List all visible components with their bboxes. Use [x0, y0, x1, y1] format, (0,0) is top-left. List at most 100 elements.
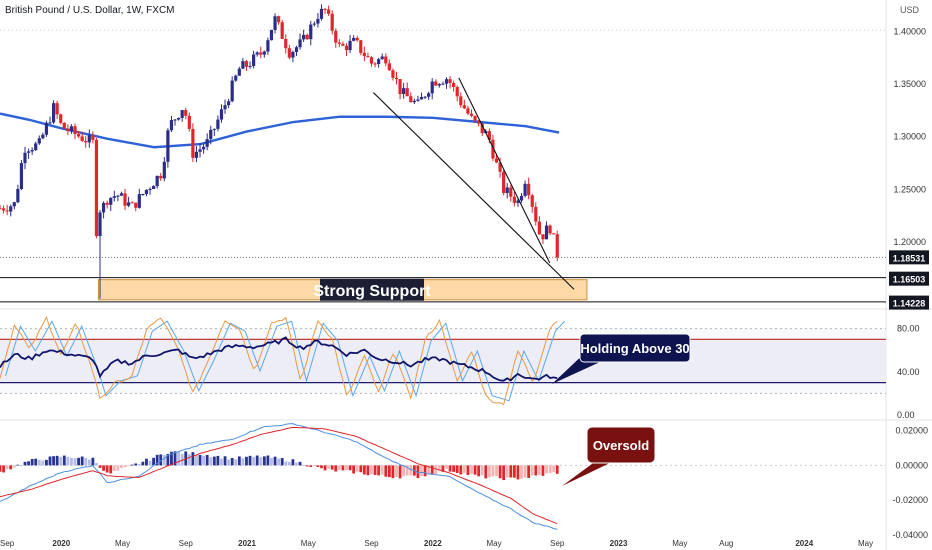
- histogram-bar: [127, 465, 130, 467]
- candle-body: [291, 51, 295, 58]
- histogram-bar: [191, 452, 195, 466]
- candle-body: [66, 128, 70, 132]
- histogram-bar: [473, 465, 477, 475]
- candle-body: [519, 195, 524, 201]
- histogram-bar: [84, 457, 88, 466]
- candle-body: [437, 84, 441, 86]
- histogram-bar: [198, 455, 202, 466]
- histogram-bar: [152, 457, 155, 466]
- histogram-bar: [548, 465, 552, 474]
- histogram-bar: [230, 458, 234, 466]
- histogram-bar: [366, 465, 370, 476]
- histogram-bar: [448, 465, 452, 472]
- candle-body: [9, 206, 13, 212]
- candle-body: [380, 56, 384, 60]
- macd-axis-tick: -0.04000: [892, 530, 928, 540]
- macd-axis-tick: 0.02000: [895, 426, 928, 436]
- histogram-bar: [259, 457, 263, 466]
- histogram-bar: [470, 465, 473, 474]
- histogram-bar: [34, 458, 38, 466]
- price-axis-tick: 1.30000: [893, 132, 926, 142]
- candle-body: [469, 113, 474, 116]
- histogram-bar: [316, 465, 320, 467]
- histogram-bar: [334, 465, 338, 472]
- candle-body: [302, 34, 306, 40]
- candle-body: [287, 48, 291, 58]
- candle-body: [48, 122, 52, 124]
- candle-body: [0, 208, 2, 210]
- candle-body: [298, 39, 302, 48]
- candle-body: [159, 175, 163, 179]
- candle-body: [305, 34, 309, 40]
- time-axis-tick: Sep: [364, 539, 379, 548]
- histogram-bar: [312, 465, 316, 467]
- candle-body: [462, 105, 466, 109]
- osc-axis-tick: 80.00: [897, 324, 920, 334]
- candle-body: [537, 221, 541, 235]
- candle-body: [337, 42, 341, 44]
- candle-body: [330, 13, 334, 31]
- candle-body: [362, 52, 366, 57]
- time-axis-tick: 2023: [610, 539, 628, 548]
- macd-line: [0, 423, 558, 530]
- candle-body: [112, 196, 116, 198]
- candle-body: [144, 189, 149, 195]
- candle-body: [248, 66, 252, 68]
- price-label: 1.18531: [893, 253, 926, 263]
- histogram-bar: [98, 465, 102, 468]
- candle-body: [373, 63, 377, 65]
- time-axis-tick: May: [858, 539, 873, 548]
- candle-body: [509, 187, 513, 197]
- histogram-bar: [223, 456, 227, 466]
- candle-body: [444, 79, 449, 84]
- histogram-bar: [66, 456, 70, 466]
- histogram-bar: [441, 465, 445, 472]
- candle-body: [541, 234, 545, 240]
- candle-body: [255, 52, 259, 55]
- candle-body: [216, 119, 220, 129]
- histogram-bar: [530, 465, 534, 476]
- candle-body: [555, 234, 559, 258]
- histogram-bar: [70, 458, 73, 466]
- histogram-bar: [187, 454, 191, 466]
- symbol-title: British Pound / U.S. Dollar, 1W, FXCM: [5, 5, 175, 16]
- histogram-bar: [45, 459, 48, 466]
- candle-body: [223, 105, 227, 110]
- histogram-bar: [434, 465, 438, 475]
- histogram-bar: [116, 465, 120, 471]
- candle-body: [130, 202, 134, 204]
- histogram-bar: [455, 465, 459, 473]
- histogram-bar: [395, 465, 398, 477]
- histogram-bar: [184, 451, 188, 466]
- macd-histogram: [0, 451, 559, 481]
- histogram-bar: [27, 461, 30, 466]
- histogram-bar: [87, 459, 91, 466]
- candle-body: [91, 135, 95, 140]
- time-axis-tick: Sep: [550, 539, 565, 548]
- candle-body: [391, 70, 395, 78]
- candle-body: [1, 208, 6, 211]
- candle-body: [12, 202, 16, 207]
- histogram-bar: [427, 465, 431, 474]
- candle-body: [205, 139, 209, 147]
- candle-body: [55, 103, 59, 115]
- histogram-bar: [20, 465, 23, 467]
- stoch-band: [0, 328, 886, 394]
- histogram-bar: [255, 455, 259, 466]
- candle-body: [34, 143, 38, 151]
- histogram-bar: [180, 453, 184, 466]
- candle-body: [162, 161, 166, 179]
- histogram-bar: [484, 465, 488, 479]
- candle-body: [76, 134, 81, 137]
- price-axis-tick: 1.25000: [893, 184, 926, 194]
- histogram-bar: [48, 456, 52, 466]
- candle-body: [169, 120, 174, 131]
- candle-body: [80, 136, 84, 141]
- candle-body: [384, 56, 388, 64]
- price-label-box: [889, 250, 929, 265]
- price-label-box: [889, 271, 929, 286]
- time-axis-tick: May: [487, 539, 502, 548]
- candle-body: [141, 194, 145, 196]
- histogram-bar: [52, 456, 55, 466]
